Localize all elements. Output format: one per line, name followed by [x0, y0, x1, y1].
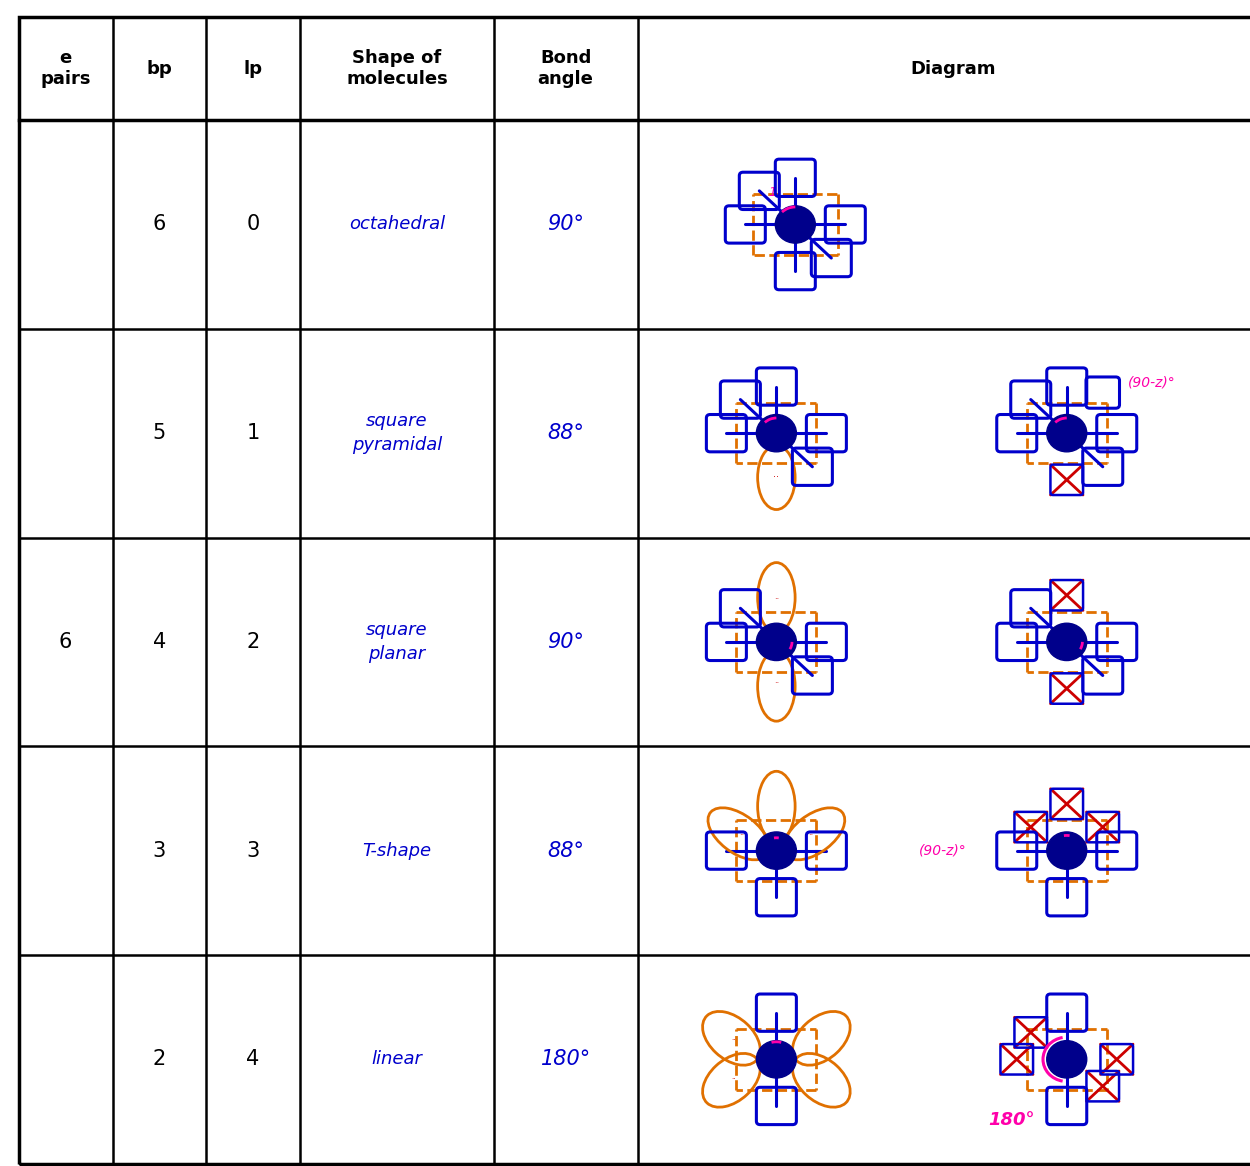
- Circle shape: [756, 624, 796, 660]
- Text: ··: ··: [740, 831, 745, 840]
- Text: (90-z)°: (90-z)°: [919, 843, 966, 858]
- Circle shape: [756, 831, 796, 869]
- Text: lp: lp: [244, 59, 262, 78]
- Text: ··: ··: [731, 1037, 736, 1042]
- Text: 1: 1: [246, 423, 260, 443]
- Text: square
planar: square planar: [366, 621, 428, 662]
- Circle shape: [1046, 624, 1086, 660]
- Text: 1: 1: [769, 185, 776, 198]
- Text: 88°: 88°: [548, 841, 584, 861]
- Text: 6: 6: [59, 632, 72, 652]
- Text: 5: 5: [152, 423, 166, 443]
- Text: ··: ··: [731, 1076, 736, 1082]
- Text: 2: 2: [152, 1049, 166, 1069]
- Text: 180°: 180°: [989, 1111, 1035, 1129]
- Text: ··: ··: [808, 831, 814, 840]
- Text: bp: bp: [146, 59, 172, 78]
- Text: ··: ··: [774, 596, 779, 604]
- Text: 0: 0: [246, 215, 260, 234]
- Text: Diagram: Diagram: [910, 59, 996, 78]
- Text: 4: 4: [246, 1049, 260, 1069]
- Text: (90-z)°: (90-z)°: [1128, 375, 1175, 389]
- Text: square
pyramidal: square pyramidal: [351, 413, 442, 454]
- Text: ··: ··: [774, 680, 779, 688]
- Text: Bond
angle: Bond angle: [538, 49, 594, 89]
- Text: 88°: 88°: [548, 423, 584, 443]
- Circle shape: [775, 206, 815, 244]
- Text: linear: linear: [371, 1051, 423, 1068]
- Text: e
pairs: e pairs: [40, 49, 91, 89]
- Circle shape: [756, 415, 796, 451]
- Text: Shape of
molecules: Shape of molecules: [346, 49, 448, 89]
- Text: 2: 2: [246, 632, 260, 652]
- Text: ··: ··: [774, 472, 780, 483]
- Circle shape: [1046, 415, 1086, 451]
- Circle shape: [756, 1040, 796, 1077]
- Text: 90°: 90°: [548, 215, 584, 234]
- Circle shape: [1046, 831, 1086, 869]
- Text: octahedral: octahedral: [349, 216, 445, 233]
- Text: 3: 3: [152, 841, 166, 861]
- Text: 3: 3: [246, 841, 260, 861]
- Circle shape: [1046, 1040, 1086, 1077]
- Text: 4: 4: [152, 632, 166, 652]
- Text: 6: 6: [152, 215, 166, 234]
- Text: 180°: 180°: [540, 1049, 591, 1069]
- Text: T-shape: T-shape: [362, 842, 431, 859]
- Text: 90°: 90°: [548, 632, 584, 652]
